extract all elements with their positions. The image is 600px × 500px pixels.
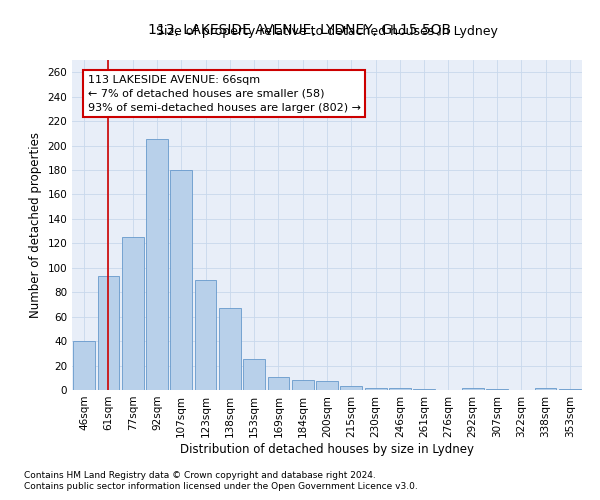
- Bar: [365, 388, 386, 390]
- Bar: [292, 380, 314, 390]
- X-axis label: Distribution of detached houses by size in Lydney: Distribution of detached houses by size …: [180, 442, 474, 456]
- Bar: [73, 341, 95, 390]
- Bar: [170, 170, 192, 390]
- Bar: [389, 388, 411, 390]
- Title: Size of property relative to detached houses in Lydney: Size of property relative to detached ho…: [156, 25, 498, 38]
- Bar: [146, 140, 168, 390]
- Bar: [535, 388, 556, 390]
- Bar: [340, 386, 362, 390]
- Bar: [219, 308, 241, 390]
- Bar: [462, 388, 484, 390]
- Text: Contains public sector information licensed under the Open Government Licence v3: Contains public sector information licen…: [24, 482, 418, 491]
- Bar: [194, 280, 217, 390]
- Bar: [122, 237, 143, 390]
- Text: Contains HM Land Registry data © Crown copyright and database right 2024.: Contains HM Land Registry data © Crown c…: [24, 470, 376, 480]
- Text: 113 LAKESIDE AVENUE: 66sqm
← 7% of detached houses are smaller (58)
93% of semi-: 113 LAKESIDE AVENUE: 66sqm ← 7% of detac…: [88, 74, 361, 112]
- Bar: [486, 389, 508, 390]
- Bar: [268, 376, 289, 390]
- Bar: [559, 389, 581, 390]
- Text: 113, LAKESIDE AVENUE, LYDNEY, GL15 5QB: 113, LAKESIDE AVENUE, LYDNEY, GL15 5QB: [148, 22, 452, 36]
- Bar: [413, 389, 435, 390]
- Bar: [97, 276, 119, 390]
- Bar: [316, 382, 338, 390]
- Y-axis label: Number of detached properties: Number of detached properties: [29, 132, 42, 318]
- Bar: [243, 360, 265, 390]
